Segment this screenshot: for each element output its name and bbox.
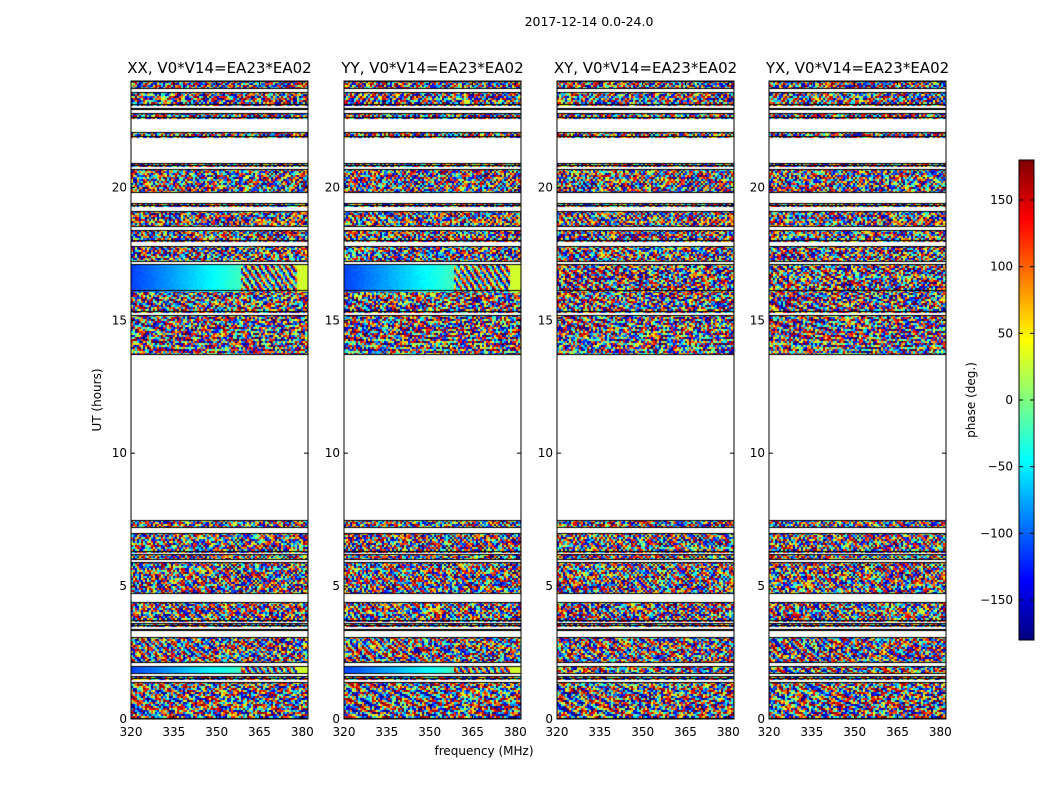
x-tick-label: 350 [205,725,228,739]
panel-title: XX, V0*V14=EA23*EA02 [127,59,311,77]
y-tick-label: 10 [112,446,127,460]
phase-heatmap-2 [557,81,734,719]
y-tick-label: 0 [332,712,340,726]
colorbar-tick-label: −50 [988,460,1013,474]
y-tick-label: 15 [325,313,340,327]
axes-frame [130,80,309,720]
x-tick-label: 380 [504,725,527,739]
y-axis-label: UT (hours) [90,368,104,431]
x-tick-label: 320 [333,725,356,739]
x-tick-label: 335 [375,725,398,739]
x-tick-label: 320 [546,725,569,739]
panel-title: YX, V0*V14=EA23*EA02 [765,59,949,77]
colorbar-tick-label: −100 [980,526,1013,540]
phase-heatmap-1 [344,81,521,719]
x-tick-label: 350 [418,725,441,739]
x-axis-label: frequency (MHz) [434,744,533,758]
colorbar-tick-label: 0 [1005,393,1013,407]
colorbar-tick-label: 150 [990,193,1013,207]
y-tick-label: 10 [750,446,765,460]
y-tick-label: 20 [112,180,127,194]
x-tick-label: 350 [631,725,654,739]
y-tick-label: 20 [538,180,553,194]
y-tick-label: 20 [325,180,340,194]
panel-title: XY, V0*V14=EA23*EA02 [554,59,737,77]
x-tick-label: 335 [162,725,185,739]
x-tick-label: 320 [120,725,143,739]
panel-3: YX, V0*V14=EA23*EA02 320 335 350 365 380 0 5 10 1… [750,59,952,739]
colorbar-tick-label: 100 [990,260,1013,274]
x-tick-label: 320 [758,725,781,739]
x-tick-label: 380 [929,725,952,739]
x-tick-label: 365 [461,725,484,739]
x-tick-label: 365 [248,725,271,739]
panel-1: YY, V0*V14=EA23*EA02 320 335 350 365 380 0 5 10 1… [325,59,527,739]
x-tick-label: 365 [674,725,697,739]
y-tick-label: 5 [119,579,127,593]
x-tick-label: 350 [843,725,866,739]
y-tick-label: 5 [757,579,765,593]
colorbar-label: phase (deg.) [964,362,978,438]
x-tick-label: 335 [800,725,823,739]
panel-title: YY, V0*V14=EA23*EA02 [340,59,523,77]
axes-frame [768,80,947,720]
y-tick-label: 0 [545,712,553,726]
y-tick-label: 10 [325,446,340,460]
x-tick-label: 380 [291,725,314,739]
x-tick-label: 365 [886,725,909,739]
y-tick-label: 0 [757,712,765,726]
y-tick-label: 10 [538,446,553,460]
phase-heatmap-0 [131,81,308,719]
y-tick-label: 15 [112,313,127,327]
y-tick-label: 20 [750,180,765,194]
panel-2: XY, V0*V14=EA23*EA02 320 335 350 365 380 0 5 10 1… [538,59,740,739]
axes-frame [556,80,735,720]
colorbar-tick-label: 50 [998,326,1013,340]
x-tick-label: 380 [717,725,740,739]
y-tick-label: 15 [538,313,553,327]
figure-suptitle: 2017-12-14 0.0-24.0 [525,14,654,29]
x-tick-label: 335 [588,725,611,739]
y-tick-label: 0 [119,712,127,726]
colorbar-tick-label: −150 [980,593,1013,607]
axes-frame [343,80,522,720]
phase-heatmap-3 [769,81,946,719]
y-tick-label: 5 [545,579,553,593]
y-tick-label: 5 [332,579,340,593]
y-tick-label: 15 [750,313,765,327]
panel-0: XX, V0*V14=EA23*EA02 320 335 350 365 380 0 5 10 1… [112,59,314,739]
colorbar: 150 100 50 0 −50 −100 −150 phase (deg.) [964,159,1035,641]
